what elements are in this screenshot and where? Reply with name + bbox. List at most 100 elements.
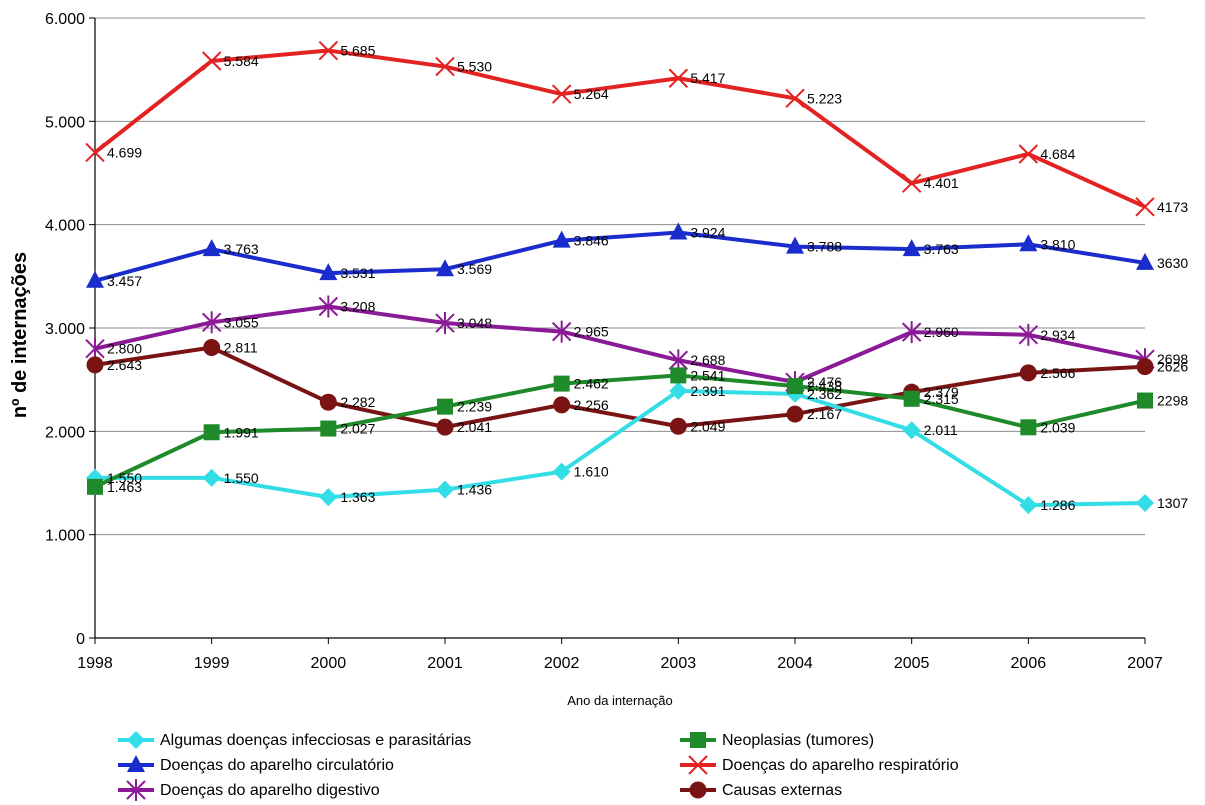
data-point: [201, 51, 222, 71]
data-point: [1020, 419, 1037, 436]
data-label: 2.027: [340, 421, 375, 437]
series-line: [94, 304, 1146, 385]
data-label: 1.991: [224, 424, 259, 440]
data-label: 3.048: [457, 315, 492, 331]
data-label: 2.282: [340, 394, 375, 410]
data-label: 5.223: [807, 90, 842, 106]
data-point: [437, 398, 453, 415]
series-line: [94, 373, 1146, 489]
data-label: 2.039: [1040, 419, 1075, 435]
data-label: 2.960: [924, 324, 959, 340]
data-label: 2626: [1157, 359, 1188, 375]
data-point: [553, 396, 571, 414]
data-point: [1137, 392, 1153, 409]
x-tick-label: 1999: [194, 655, 230, 672]
data-label: 2.800: [107, 341, 142, 357]
grid-lines: [95, 17, 1145, 536]
series-line: [93, 48, 1146, 209]
data-point: [901, 321, 922, 344]
legend-marker: [688, 755, 708, 775]
data-point: [85, 337, 105, 360]
data-label: 1.286: [1040, 497, 1075, 513]
data-label: 3.457: [107, 273, 142, 289]
series-0: [86, 381, 1154, 515]
legend-label: Neoplasias (tumores): [722, 732, 874, 749]
data-point: [785, 88, 805, 108]
y-tick-label: 5.000: [45, 114, 85, 131]
x-tick-label: 1998: [77, 655, 113, 672]
data-point: [203, 339, 221, 357]
data-label: 4.699: [107, 144, 142, 160]
y-axis-label: nº de internações: [9, 252, 31, 418]
legend-item: Neoplasias (tumores): [680, 732, 874, 749]
x-tick-label: 2007: [1127, 655, 1163, 672]
data-label: 5.685: [340, 43, 375, 59]
series-2: [86, 222, 1154, 288]
data-label: 2.011: [924, 422, 958, 438]
data-point: [902, 421, 921, 440]
data-point: [202, 239, 221, 257]
y-tick-label: 3.000: [45, 321, 85, 338]
y-tick-label: 1.000: [45, 528, 85, 545]
legend-item: Doenças do aparelho circulatório: [118, 755, 394, 774]
data-label: 1.363: [340, 489, 375, 505]
series-1: [87, 367, 1153, 495]
data-label: 1.610: [574, 464, 609, 480]
data-point: [552, 230, 571, 248]
x-axis-label: Ano da internação: [567, 693, 673, 708]
data-label: 2.167: [807, 406, 842, 422]
legend-marker: [127, 755, 145, 772]
data-point: [1018, 323, 1039, 346]
chart-axes: 0 1.000 2.000 3.000 4.000 5.000 6.000 1998 1999 2…: [45, 11, 1163, 672]
data-point: [85, 142, 105, 163]
data-label: 2.541: [690, 367, 725, 383]
data-label: 2.566: [1040, 365, 1075, 381]
data-point: [320, 420, 337, 437]
legend-label: Causas externas: [722, 782, 842, 799]
data-point: [1018, 144, 1039, 164]
x-tick-label: 2005: [894, 655, 930, 672]
y-tick-label: 0: [76, 631, 85, 648]
data-point: [901, 173, 922, 193]
data-label: 1.550: [107, 470, 142, 486]
data-point: [1136, 358, 1154, 376]
data-label: 4.684: [1040, 146, 1075, 162]
data-point: [786, 405, 804, 423]
data-label: 1.463: [107, 479, 142, 495]
y-tick-label: 4.000: [45, 218, 85, 235]
data-point: [86, 356, 104, 374]
legend-item: Doenças do aparelho digestivo: [118, 779, 380, 801]
data-label: 2298: [1157, 393, 1188, 409]
data-label: 5.584: [224, 53, 259, 69]
data-label: 2.643: [107, 357, 142, 373]
data-label: 2.438: [807, 378, 842, 394]
data-point: [669, 381, 688, 400]
legend-label: Doenças do aparelho digestivo: [160, 782, 380, 799]
data-label: 1.436: [457, 482, 492, 498]
data-point: [435, 56, 455, 77]
legend-label: Doenças do aparelho respiratório: [722, 757, 959, 774]
data-label: 5.264: [574, 86, 609, 102]
data-point: [318, 40, 339, 61]
data-label: 3.763: [924, 241, 959, 257]
data-point: [787, 378, 803, 395]
legend-marker: [127, 731, 145, 749]
legend: Algumas doenças infecciosas e parasitári…: [118, 731, 959, 801]
series-line: [94, 230, 1146, 283]
data-point: [319, 488, 338, 507]
data-point: [202, 468, 221, 487]
data-point: [436, 480, 454, 499]
data-point: [435, 312, 455, 335]
data-label: 1.550: [224, 470, 259, 486]
legend-label: Algumas doenças infecciosas e parasitári…: [160, 732, 471, 749]
legend-item: Causas externas: [680, 781, 842, 799]
data-point: [1019, 364, 1037, 382]
data-label: 2.049: [690, 418, 725, 434]
data-label: 2.362: [807, 386, 842, 402]
data-point: [551, 84, 572, 104]
data-point: [668, 68, 689, 88]
data-label: 2.688: [690, 352, 725, 368]
data-label: 2.934: [1040, 327, 1075, 343]
data-point: [436, 259, 454, 277]
data-point: [551, 320, 572, 343]
